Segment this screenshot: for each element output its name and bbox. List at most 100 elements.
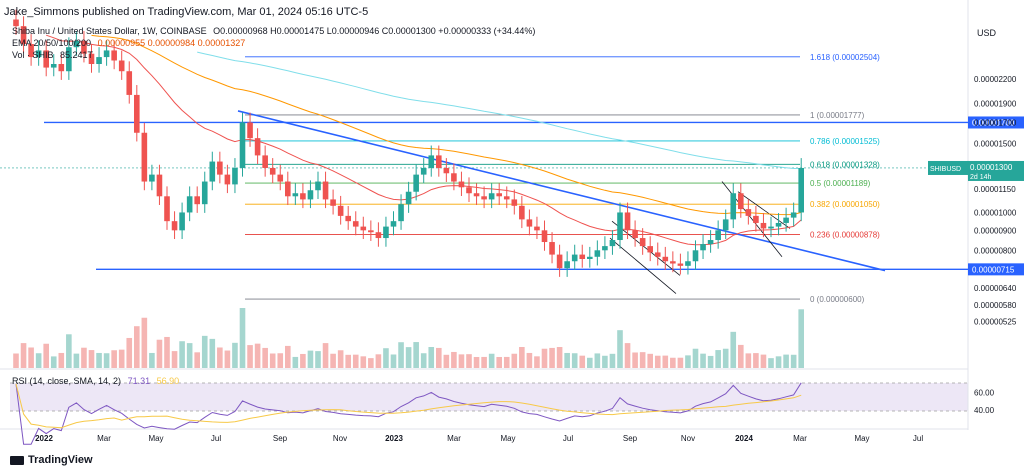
volume-bar xyxy=(315,351,321,368)
volume-bar xyxy=(292,356,299,368)
currency-label[interactable]: USD xyxy=(976,28,996,38)
rsi-line xyxy=(15,382,802,445)
volume-bar xyxy=(375,354,382,368)
price-badge xyxy=(968,263,1024,276)
price-tick-label: 0.00000580 xyxy=(974,301,1017,310)
fib-layer: 1.618 (0.00002504) 1 (0.00001777) 0.786 (0… xyxy=(245,53,880,304)
candle-body xyxy=(707,240,714,245)
price-tick-label: 0.00002200 xyxy=(974,75,1017,84)
volume-bar xyxy=(790,354,797,368)
volume-bar xyxy=(617,330,623,368)
volume-bar xyxy=(451,351,457,368)
volume-bar xyxy=(239,308,246,368)
candle-body xyxy=(254,138,261,156)
volume-bar xyxy=(352,354,359,368)
candle-body xyxy=(217,161,223,175)
candle-body xyxy=(768,226,774,229)
candle-body xyxy=(677,263,684,266)
candle-body xyxy=(322,181,329,200)
volume-bar xyxy=(413,342,419,368)
volume-bar xyxy=(360,356,367,368)
ema-line xyxy=(197,51,802,169)
symbol-legend[interactable]: Shiba Inu / United States Dollar, 1W, CO… xyxy=(12,26,535,36)
volume-bar xyxy=(171,351,178,368)
fib-level-label: 0.236 (0.00000878) xyxy=(810,231,880,240)
candle-body xyxy=(35,50,42,58)
candle-body xyxy=(632,230,638,239)
volume-bar xyxy=(247,345,253,368)
channel-line[interactable] xyxy=(737,191,791,229)
volume-bar xyxy=(269,353,276,368)
ema-layer xyxy=(46,34,802,246)
symbol-badge[interactable] xyxy=(928,160,968,175)
candle-body xyxy=(503,196,510,200)
candle-body xyxy=(201,181,208,205)
last-price-countdown: 2d 14h xyxy=(970,174,992,181)
volume-bar xyxy=(141,317,148,368)
time-tick-label: Jul xyxy=(563,434,573,443)
time-tick-label: May xyxy=(854,434,869,443)
volume-bar xyxy=(564,352,570,368)
volume-bar xyxy=(254,343,261,368)
candle-body xyxy=(224,174,231,185)
time-tick-label: Mar xyxy=(793,434,807,443)
candle-body xyxy=(685,261,691,266)
time-tick-label: Jul xyxy=(913,434,923,443)
candle-body xyxy=(126,71,133,95)
volume-bar xyxy=(534,356,540,368)
time-tick-label: May xyxy=(500,434,515,443)
volume-bar xyxy=(217,347,223,368)
volume-bar xyxy=(730,331,737,368)
channel-line[interactable] xyxy=(609,237,677,294)
volume-bar xyxy=(103,353,110,368)
ema-line xyxy=(46,34,802,246)
candle-body xyxy=(473,193,480,197)
candle-body xyxy=(722,219,729,231)
volume-bar xyxy=(156,339,163,368)
candle-layer xyxy=(13,9,804,277)
channel-line[interactable] xyxy=(611,220,681,276)
time-tick-label: 2022 xyxy=(35,434,53,443)
price-tick-label: 0.00000640 xyxy=(974,284,1017,293)
volume-bar xyxy=(368,358,374,368)
volume-bar xyxy=(88,350,95,368)
candle-body xyxy=(519,205,525,220)
volume-legend[interactable]: Vol · SHIB 85.241T xyxy=(12,50,93,60)
ema-values: 0.00000955 0.00000984 0.00001327 xyxy=(97,38,246,48)
volume-bar xyxy=(111,350,117,368)
volume-bar xyxy=(670,357,676,368)
rsi-value: 71.31 xyxy=(127,376,151,386)
volume-bar xyxy=(745,353,752,368)
volume-bar xyxy=(488,353,495,368)
volume-bar xyxy=(503,356,510,368)
volume-bar xyxy=(692,348,699,368)
volume-bar xyxy=(58,352,65,368)
candle-body xyxy=(118,60,125,72)
candle-body xyxy=(526,219,533,227)
price-tick-label: 0.00001000 xyxy=(974,208,1017,217)
tradingview-logo-icon xyxy=(10,455,24,465)
candle-body xyxy=(232,167,238,185)
rsi-legend[interactable]: RSI (14, close, SMA, 14, 2) 71.31 56.90 xyxy=(12,376,179,386)
volume-bar xyxy=(609,353,616,368)
fib-level-label: 0.786 (0.00001525) xyxy=(810,137,880,146)
volume-bar xyxy=(398,342,404,368)
ema-legend[interactable]: EMA 20/50/100/200 0.00000955 0.00000984 … xyxy=(12,38,245,48)
candle-body xyxy=(624,212,631,231)
candle-body xyxy=(496,193,502,197)
volume-bar xyxy=(587,357,593,368)
fib-level-label: 0.5 (0.00001189) xyxy=(810,179,871,188)
volume-bar xyxy=(420,353,427,368)
candle-body xyxy=(315,181,321,191)
volume-bar xyxy=(50,356,57,368)
candle-body xyxy=(443,167,450,174)
volume-bar xyxy=(722,348,729,368)
ema-line xyxy=(91,34,802,216)
volume-bar xyxy=(526,352,533,368)
volume-bar xyxy=(707,355,714,368)
descending-trendline[interactable] xyxy=(237,110,886,272)
volume-layer xyxy=(13,308,804,368)
time-tick-label: Mar xyxy=(97,434,111,443)
tradingview-footer[interactable]: TradingView xyxy=(10,454,93,466)
candle-body xyxy=(383,226,389,239)
